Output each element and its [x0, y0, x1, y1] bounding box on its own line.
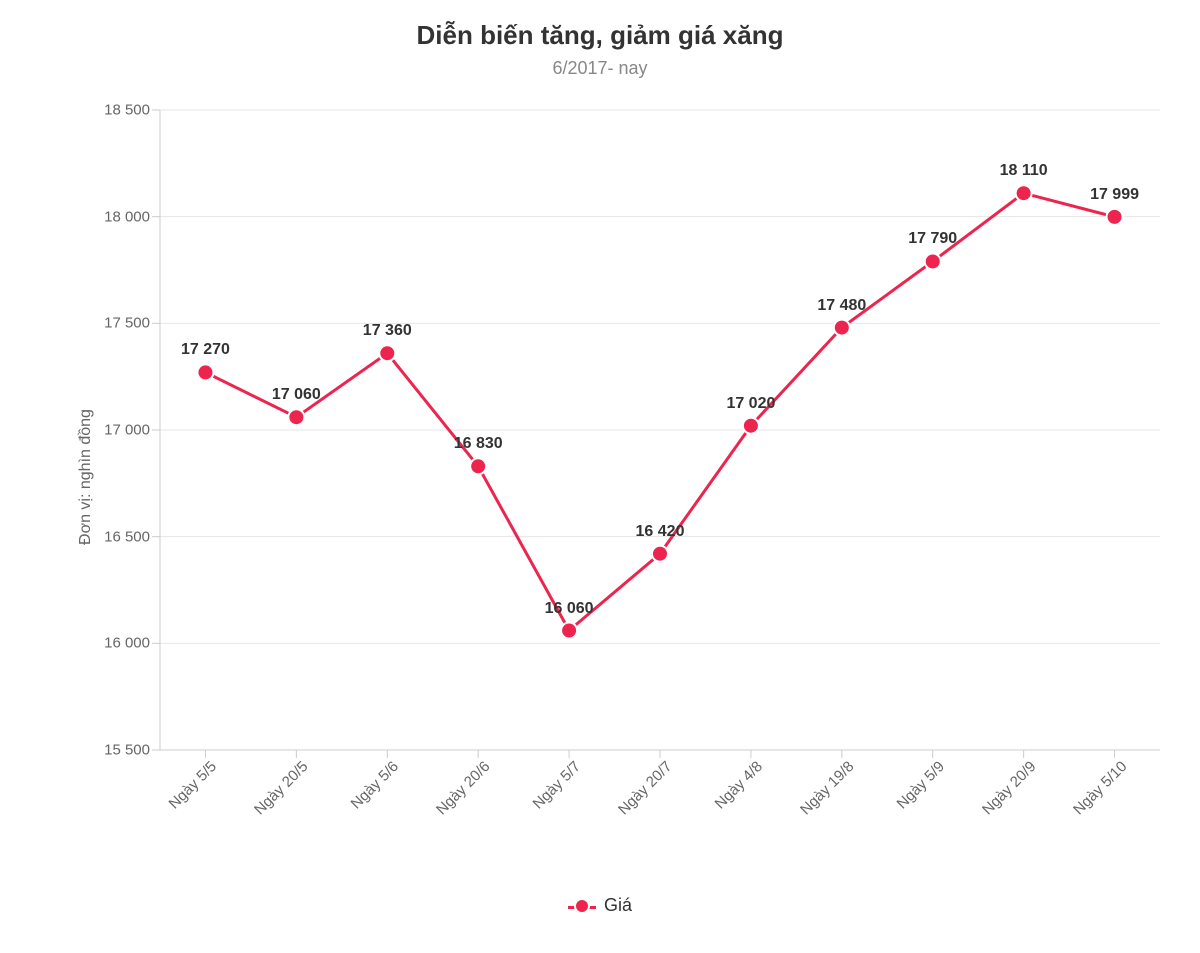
data-label: 17 360: [363, 322, 412, 340]
data-label: 17 480: [817, 297, 866, 315]
data-point[interactable]: [834, 320, 850, 336]
data-label: 17 790: [908, 230, 957, 248]
data-label: 17 999: [1090, 186, 1139, 204]
data-point[interactable]: [1107, 209, 1123, 225]
legend: Giá: [0, 895, 1200, 917]
data-label: 17 270: [181, 341, 230, 359]
data-point[interactable]: [925, 253, 941, 269]
price-chart: Diễn biến tăng, giảm giá xăng 6/2017- na…: [0, 0, 1200, 953]
y-tick-label: 17 500: [104, 315, 160, 332]
data-label: 18 110: [1000, 162, 1048, 180]
chart-title: Diễn biến tăng, giảm giá xăng: [0, 20, 1200, 51]
x-tick-label: Ngày 20/6: [433, 758, 493, 818]
data-point[interactable]: [1016, 185, 1032, 201]
data-label: 17 020: [726, 395, 775, 413]
y-tick-label: 16 500: [104, 528, 160, 545]
data-label: 17 060: [272, 386, 321, 404]
x-tick-label: Ngày 5/9: [893, 758, 947, 812]
x-tick-label: Ngày 19/8: [797, 758, 857, 818]
data-point[interactable]: [288, 409, 304, 425]
data-point[interactable]: [470, 458, 486, 474]
x-tick-label: Ngày 5/5: [166, 758, 220, 812]
y-tick-label: 16 000: [104, 635, 160, 652]
y-tick-label: 15 500: [104, 742, 160, 759]
x-tick-label: Ngày 5/6: [348, 758, 402, 812]
data-label: 16 060: [545, 600, 594, 618]
x-tick-label: Ngày 5/10: [1070, 758, 1130, 818]
plot-area: 15 50016 00016 50017 00017 50018 00018 5…: [160, 110, 1160, 750]
data-point[interactable]: [197, 364, 213, 380]
x-tick-label: Ngày 20/5: [251, 758, 311, 818]
y-tick-label: 17 000: [104, 422, 160, 439]
x-tick-label: Ngày 5/7: [530, 758, 584, 812]
x-tick-label: Ngày 20/7: [615, 758, 675, 818]
y-tick-label: 18 500: [104, 102, 160, 119]
chart-subtitle: 6/2017- nay: [0, 58, 1200, 79]
x-tick-label: Ngày 4/8: [711, 758, 765, 812]
data-point[interactable]: [379, 345, 395, 361]
data-point[interactable]: [561, 623, 577, 639]
y-axis-title: Đơn vị: nghìn đồng: [77, 409, 95, 545]
legend-label: Giá: [604, 895, 632, 915]
data-label: 16 420: [636, 523, 685, 541]
data-point[interactable]: [652, 546, 668, 562]
data-label: 16 830: [454, 435, 503, 453]
y-tick-label: 18 000: [104, 208, 160, 225]
x-tick-label: Ngày 20/9: [979, 758, 1039, 818]
data-point[interactable]: [743, 418, 759, 434]
legend-swatch: [568, 896, 596, 917]
